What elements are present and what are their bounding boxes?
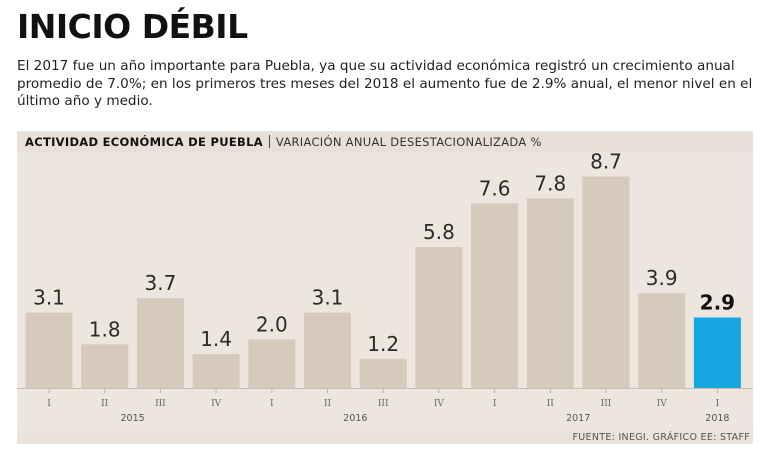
- footer-band: [17, 431, 753, 444]
- data-label-5: 2.0: [256, 312, 288, 336]
- year-label-2017: 2017: [566, 413, 590, 424]
- data-label-7: 1.2: [367, 332, 399, 356]
- data-label-1: 3.1: [33, 286, 65, 310]
- data-label-9: 7.6: [479, 176, 511, 200]
- source-note: FUENTE: INEGI. GRÁFICO EE: STAFF: [572, 432, 750, 443]
- x-tick-label-1: I: [47, 399, 51, 409]
- data-label-8: 5.8: [423, 220, 455, 244]
- x-tick-label-13: I: [716, 399, 720, 409]
- bar-1: [25, 312, 73, 388]
- bar-8: [415, 247, 463, 388]
- chart-header-band: ACTIVIDAD ECONÓMICA DE PUEBLA VARIACIÓN …: [17, 131, 753, 152]
- x-tick-label-12: IV: [657, 399, 668, 409]
- year-label-2018: 2018: [705, 413, 729, 424]
- x-tick-label-10: II: [547, 399, 555, 409]
- data-label-11: 8.7: [590, 150, 622, 174]
- data-label-6: 3.1: [312, 286, 344, 310]
- intro-paragraph: El 2017 fue un año importante para Puebl…: [17, 58, 753, 109]
- x-tick-label-3: III: [155, 399, 166, 409]
- x-tick-label-8: IV: [434, 399, 445, 409]
- year-label-2015: 2015: [121, 413, 145, 424]
- x-tick-label-2: II: [101, 399, 109, 409]
- x-tick-label-6: II: [324, 399, 332, 409]
- data-label-12: 3.9: [646, 266, 678, 290]
- divider: [268, 135, 270, 148]
- bar-6: [304, 312, 351, 388]
- x-tick-label-5: I: [270, 399, 274, 409]
- x-tick-label-11: III: [601, 399, 612, 409]
- bar-11: [582, 176, 630, 388]
- data-label-10: 7.8: [534, 172, 566, 196]
- x-tick-label-4: IV: [211, 399, 222, 409]
- bar-4: [192, 354, 240, 388]
- data-label-3: 3.7: [144, 271, 176, 295]
- bar-7: [359, 358, 407, 388]
- chart-title: ACTIVIDAD ECONÓMICA DE PUEBLA: [25, 134, 263, 149]
- x-tick-label-9: I: [493, 399, 497, 409]
- bar-9: [471, 203, 519, 388]
- x-tick-label-7: III: [378, 399, 389, 409]
- year-label-2016: 2016: [343, 413, 367, 424]
- bar-2: [81, 344, 129, 388]
- data-label-2: 1.8: [89, 317, 121, 341]
- bar-5: [248, 339, 296, 388]
- page-title: INICIO DÉBIL: [17, 7, 248, 46]
- data-label-13: 2.9: [700, 291, 735, 315]
- chart-background: [17, 152, 753, 431]
- bar-12: [638, 293, 686, 388]
- bar-13: [693, 317, 741, 388]
- bar-10: [526, 198, 574, 388]
- data-label-4: 1.4: [200, 327, 232, 351]
- chart-subtitle: VARIACIÓN ANUAL DESESTACIONALIZADA %: [275, 134, 542, 149]
- bar-3: [136, 298, 184, 388]
